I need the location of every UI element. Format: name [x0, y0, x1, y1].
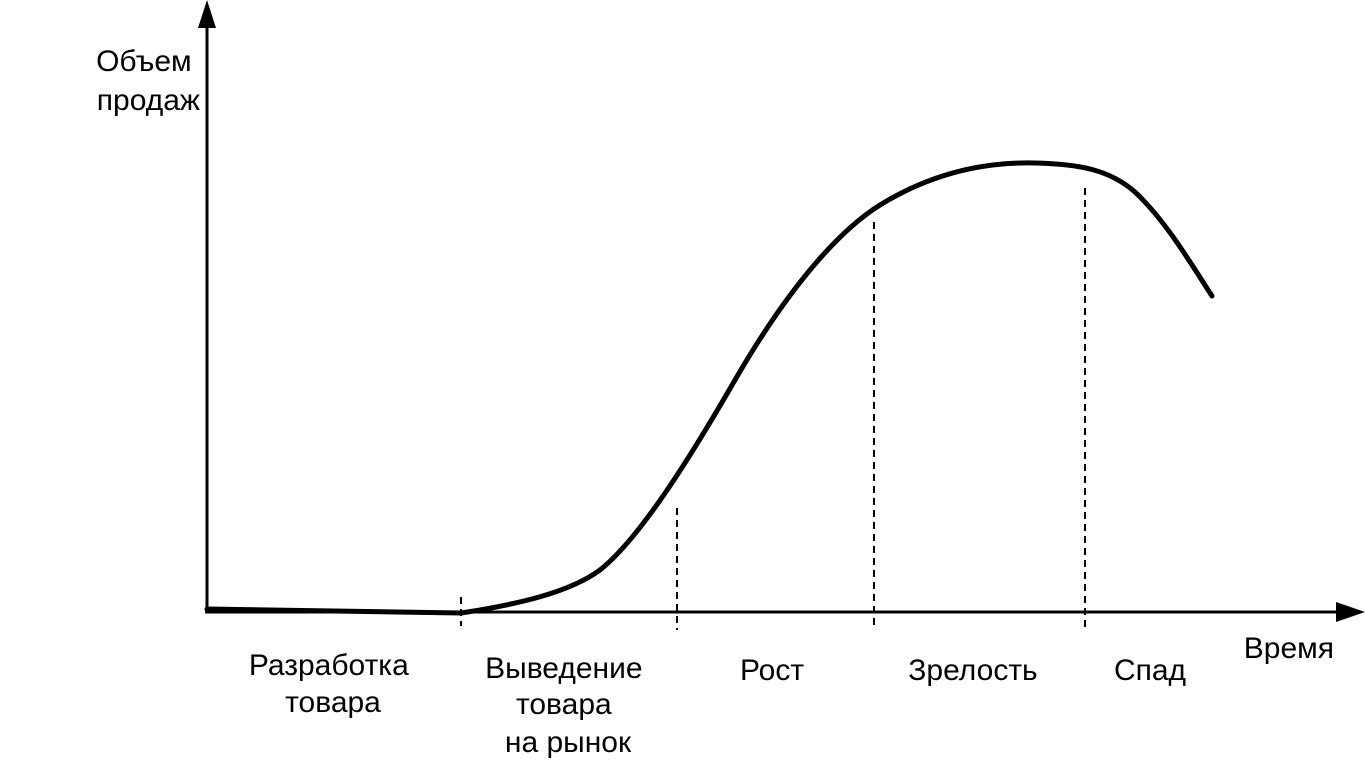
- stage-decline-line-1: Спад: [1114, 654, 1186, 687]
- y-axis-arrow: [198, 0, 216, 28]
- stage-introduction-line-1: Выведение: [485, 652, 642, 685]
- stage-maturity-label: Зрелость: [908, 654, 1037, 687]
- stage-growth-label: Рост: [740, 654, 804, 687]
- stage-growth-line-1: Рост: [740, 654, 804, 687]
- stage-introduction-line-2: товара: [516, 688, 612, 721]
- stage-development-label: Разработка товара: [249, 649, 417, 719]
- x-axis-label: Время: [1244, 632, 1334, 665]
- stage-introduction-label: Выведение товара на рынок: [485, 652, 651, 759]
- stage-development-line-2: товара: [285, 686, 381, 719]
- y-axis-label-line-1: Объем: [96, 45, 192, 78]
- stage-development-line-1: Разработка: [249, 649, 409, 682]
- y-axis-label: Объем продаж: [96, 45, 200, 117]
- x-axis-arrow: [1336, 602, 1365, 622]
- y-axis-label-line-2: продаж: [97, 84, 200, 117]
- stage-introduction-line-3: на рынок: [505, 726, 632, 759]
- stage-decline-label: Спад: [1114, 654, 1186, 687]
- sales-curve: [204, 160, 1215, 616]
- stage-maturity-line-1: Зрелость: [908, 654, 1037, 687]
